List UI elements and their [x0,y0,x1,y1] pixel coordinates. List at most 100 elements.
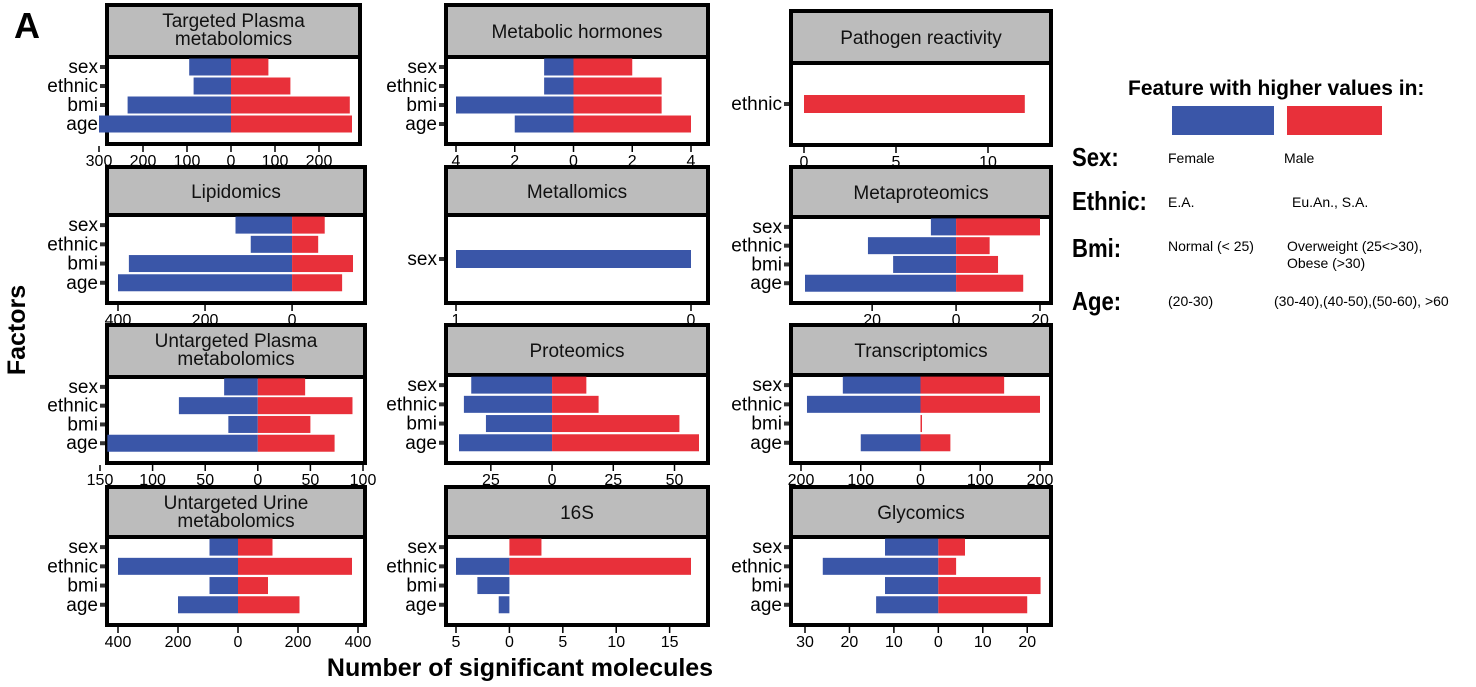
bar-negative [209,577,238,595]
bar-positive [956,255,999,273]
bar-positive [292,255,353,273]
category-label: bmi [406,95,437,116]
bar-negative [178,397,258,415]
bar-positive [231,58,269,76]
x-tick-label: 10 [607,634,625,651]
legend-title: Feature with higher values in: [1128,77,1425,100]
x-tick-label: 0 [916,472,925,489]
bar-positive [956,237,990,255]
bar-positive [292,274,343,292]
bar-negative [544,58,574,76]
bar-positive [552,395,599,413]
category-label: sex [752,375,782,396]
x-tick-label: 20 [841,634,859,651]
category-label: age [66,595,98,616]
bar-positive [552,376,587,394]
bar-negative [128,255,293,273]
bar-positive [552,434,699,452]
x-tick-label: 0 [253,472,262,489]
category-label: age [66,114,98,135]
facet-title: Metaproteomics [853,183,988,204]
bar-negative [471,376,553,394]
bar-negative [822,557,939,575]
legend-ethnic-left: E.A. [1168,194,1195,210]
category-label: bmi [67,414,98,435]
bar-positive [956,274,1024,292]
bar-negative [477,577,510,595]
category-label: ethnic [731,394,782,415]
bar-positive [920,415,922,433]
bar-positive [257,415,311,433]
category-label: sex [407,537,437,558]
legend-sex-right: Male [1284,150,1315,166]
bar-negative [860,434,921,452]
x-tick-label: 0 [288,312,297,329]
facet-title: Untargeted Plasma [155,331,318,352]
x-tick-label: 100 [350,472,377,489]
legend-age-right: (30-40),(40-50),(50-60), >60 [1274,293,1449,309]
facet-title: Transcriptomics [854,341,987,362]
x-tick-label: 50 [196,472,214,489]
x-tick-label: 30 [796,634,814,651]
category-label: bmi [406,414,437,435]
y-axis-label: Factors [3,285,31,375]
x-tick-label: 0 [227,153,236,170]
bar-positive [292,216,325,234]
x-tick-label: 0 [505,634,514,651]
x-tick-label: 50 [302,472,320,489]
facet-title: metabolomics [177,511,294,532]
category-label: age [66,273,98,294]
facet-title: Pathogen reactivity [840,28,1002,49]
x-axis-label: Number of significant molecules [327,654,713,682]
x-tick-label: 0 [548,472,557,489]
legend-swatch-male [1287,106,1382,135]
bar-negative [485,415,553,433]
bar-negative [209,538,238,556]
category-label: ethnic [386,76,437,97]
x-tick-label: 15 [661,634,679,651]
x-tick-label: 4 [452,153,461,170]
x-tick-label: 10 [974,634,992,651]
category-label: ethnic [731,556,782,577]
bar-negative [805,274,957,292]
category-label: sex [407,249,437,270]
bar-positive [238,577,268,595]
legend-key-sex: Sex: [1072,142,1119,172]
category-label: ethnic [47,556,98,577]
x-tick-label: 10 [885,634,903,651]
category-label: sex [68,215,98,236]
category-label: sex [407,57,437,78]
bar-negative [456,557,510,575]
category-label: bmi [67,254,98,275]
bar-positive [938,577,1041,595]
category-label: bmi [67,576,98,597]
bar-negative [867,237,957,255]
facet-header [105,485,367,539]
x-tick-label: 200 [788,472,815,489]
bar-negative [806,395,921,413]
bar-positive [573,115,691,133]
x-tick-label: 1 [452,312,461,329]
category-label: bmi [67,95,98,116]
category-label: age [405,595,437,616]
facet-title: metabolomics [175,29,292,50]
legend-sex-left: Female [1168,150,1215,166]
bar-negative [235,216,293,234]
legend-ethnic-right: Eu.An., S.A. [1292,194,1369,210]
bar-positive [231,115,352,133]
bar-negative [107,434,258,452]
category-label: sex [68,537,98,558]
x-tick-label: 5 [558,634,567,651]
x-tick-label: 400 [105,634,132,651]
bar-positive [238,557,352,575]
legend-swatch-female [1172,106,1274,135]
facet-title: Proteomics [529,341,624,362]
bar-positive [920,376,1005,394]
bar-negative [178,596,238,614]
